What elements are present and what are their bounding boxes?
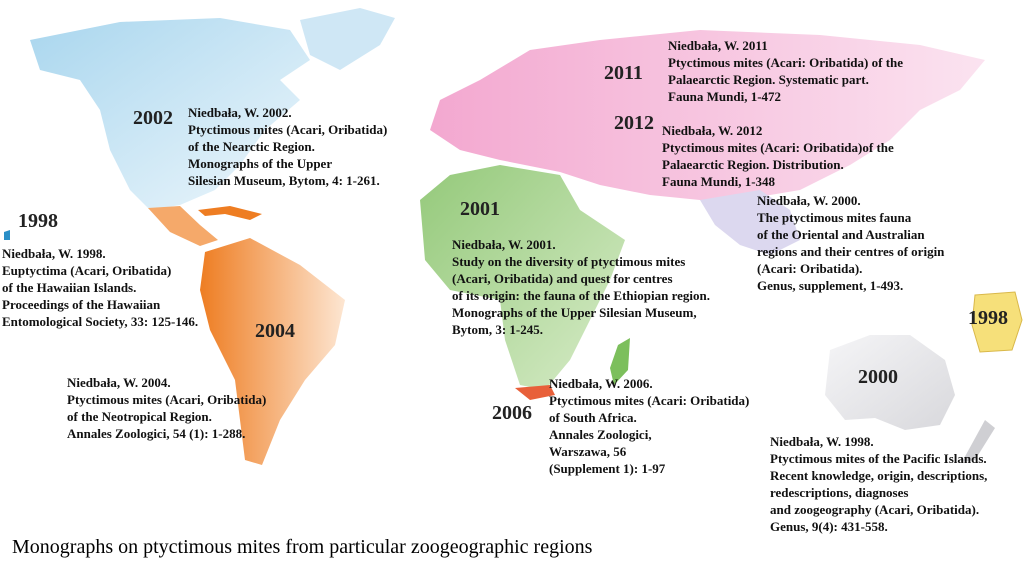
reference-line: Ptyctimous mites (Acari, Oribatida) [67,392,266,407]
reference-line: Niedbała, W. 2000. [757,193,861,208]
caribbean [198,206,262,220]
reference-line: (Acari: Oribatida). [757,261,862,276]
north-america [30,18,310,210]
eurasia [430,30,985,200]
region-year: 2004 [255,320,295,342]
reference-line: Niedbała, W. 2011 [668,38,768,53]
region-year: 1998 [968,307,1008,329]
region-year: 2006 [492,402,532,424]
reference-line: Ptyctimous mites (Acari: Oribatida) [549,393,749,408]
region-year: 2001 [460,198,500,220]
africa [420,165,625,390]
reference-line: Fauna Mundi, 1-472 [668,89,781,104]
region-year: 2002 [133,107,173,129]
reference-line: Warszawa, 56 [549,444,627,459]
reference-line: Annales Zoologici, 54 (1): 1-288. [67,426,245,441]
pacific-islands [971,291,1023,353]
reference-line: Monographs of the Upper Silesian Museum, [452,305,697,320]
landmasses [4,8,1023,465]
reference-line: Niedbała, W. 2001. [452,237,556,252]
reference-line: and zoogeography (Acari, Oribatida). [770,502,979,517]
reference-line: Entomological Society, 33: 125-146. [2,314,198,329]
reference-line: Niedbała, W. 1998. [2,246,106,261]
australia [825,335,955,430]
reference-line: Silesian Museum, Bytom, 4: 1-261. [188,173,380,188]
greenland [300,8,395,70]
reference-line: redescriptions, diagnoses [770,485,908,500]
central-america [148,206,218,246]
new-zealand [962,420,995,462]
reference-line: (Supplement 1): 1-97 [549,461,666,476]
reference-line: of the Nearctic Region. [188,139,315,154]
reference-line: Fauna Mundi, 1-348 [662,174,776,189]
region-year: 2012 [614,112,654,134]
reference-line: Study on the diversity of ptyctimous mit… [452,254,685,269]
reference-line: Bytom, 3: 1-245. [452,322,543,337]
reference-line: Niedbała, W. 2006. [549,376,653,391]
labels: 1998 Niedbała, W. 1998. Euptyctima (Acari,… [2,38,1008,534]
reference-line: of its origin: the fauna of the Ethiopia… [452,288,710,303]
reference-line: Proceedings of the Hawaiian [2,297,161,312]
region-year: 1998 [18,210,58,232]
reference-line: Ptyctimous mites (Acari: Oribatida) of t… [668,55,903,70]
reference-line: Monographs of the Upper [188,156,332,171]
south-africa [515,385,555,400]
reference-line: Genus, supplement, 1-493. [757,278,903,293]
reference-line: of the Neotropical Region. [67,409,212,424]
reference-line: of the Oriental and Australian [757,227,925,242]
reference-line: Ptyctimous mites (Acari: Oribatida)of th… [662,140,894,155]
reference-line: Annales Zoologici, [549,427,652,442]
reference-line: Niedbała, W. 2012 [662,123,762,138]
hawaii [4,230,10,240]
reference-line: Recent knowledge, origin, descriptions, [770,468,987,483]
reference-line: Palaearctic Region. Systematic part. [668,72,869,87]
reference-line: Ptyctimous mites of the Pacific Islands. [770,451,987,466]
madagascar [610,338,630,385]
reference-line: Euptyctima (Acari, Oribatida) [2,263,171,278]
reference-line: Ptyctimous mites (Acari, Oribatida) [188,122,387,137]
reference-line: Niedbała, W. 2002. [188,105,292,120]
reference-line: of South Africa. [549,410,637,425]
reference-line: Niedbała, W. 1998. [770,434,874,449]
reference-line: The ptyctimous mites fauna [757,210,912,225]
caption: Monographs on ptyctimous mites from part… [12,536,593,558]
region-year: 2000 [858,366,898,388]
reference-line: Genus, 9(4): 431-558. [770,519,888,534]
region-year: 2011 [604,62,643,84]
south-east-asia [700,190,800,255]
reference-line: Palaearctic Region. Distribution. [662,157,844,172]
reference-line: of the Hawaiian Islands. [2,280,136,295]
south-america [200,238,345,465]
reference-line: Niedbała, W. 2004. [67,375,171,390]
reference-line: (Acari, Oribatida) and quest for centres [452,271,673,286]
reference-line: regions and their centres of origin [757,244,945,259]
